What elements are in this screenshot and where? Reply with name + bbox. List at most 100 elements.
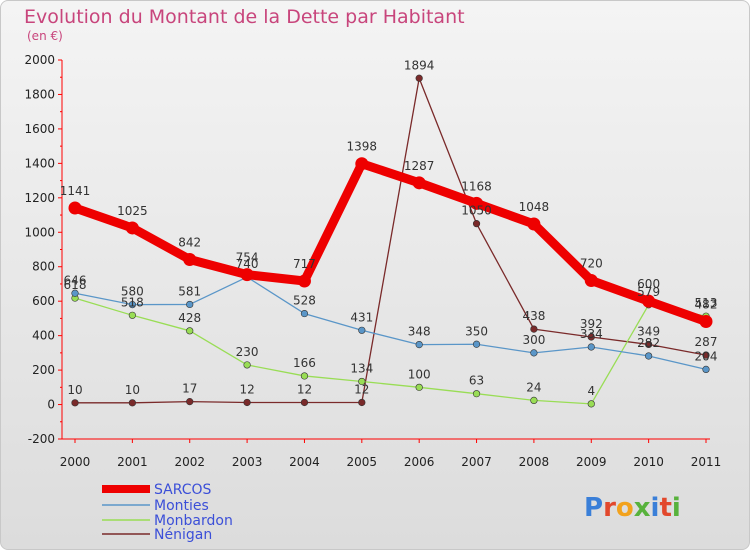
data-point [240, 268, 254, 282]
data-point [642, 294, 656, 308]
data-label: 618 [64, 278, 87, 292]
data-label: 349 [637, 324, 660, 338]
data-label: 431 [350, 310, 373, 324]
data-label: 10 [67, 383, 82, 397]
y-tick-label: 1600 [24, 122, 55, 136]
data-point [186, 300, 194, 309]
data-point [71, 289, 79, 297]
data-point [358, 326, 366, 334]
data-point [300, 372, 309, 380]
data-label: 720 [580, 257, 603, 271]
data-label: 579 [637, 285, 660, 299]
data-point [243, 361, 251, 369]
data-point [358, 398, 366, 407]
data-label: 740 [236, 257, 259, 271]
legend-label: Monties [154, 498, 209, 514]
legend-label: SARCOS [154, 482, 212, 498]
data-point [68, 201, 82, 215]
data-point [125, 221, 139, 235]
axes: -200 0 200 400 600 800 1000 1200 1400 1600 1800 200… [24, 53, 721, 469]
series-line-nénigan [74, 77, 707, 404]
data-label: 528 [293, 294, 316, 308]
data-label: 1398 [347, 140, 378, 154]
logo-letter: x [634, 493, 651, 523]
data-label: 24 [526, 380, 541, 394]
data-point [183, 252, 197, 266]
data-label: 513 [695, 296, 718, 310]
x-tick-label: 2003 [232, 455, 263, 469]
data-point [530, 349, 538, 357]
data-label: 17 [182, 382, 197, 396]
data-label: 12 [354, 382, 369, 396]
logo-letter: o [616, 493, 634, 523]
data-point [470, 196, 484, 210]
data-label: 646 [64, 273, 87, 287]
data-label: 438 [522, 309, 545, 323]
x-tick-label: 2009 [576, 455, 607, 469]
data-label: 166 [293, 356, 316, 370]
y-tick-label: 1200 [24, 191, 55, 205]
x-tick-label: 2006 [404, 455, 435, 469]
data-label: 518 [121, 295, 144, 309]
data-label: 300 [522, 333, 545, 347]
y-tick-label: 0 [47, 398, 55, 412]
data-point [702, 365, 710, 374]
data-label: 10 [125, 383, 140, 397]
x-tick-label: 2001 [117, 455, 148, 469]
data-point [415, 74, 423, 82]
data-label: 1050 [461, 204, 492, 218]
logo-letter: i [651, 493, 660, 523]
data-label: 100 [408, 367, 431, 381]
data-label: 350 [465, 324, 488, 338]
data-label: 1025 [117, 204, 148, 218]
y-tick-label: 1800 [24, 87, 55, 101]
data-label: 581 [178, 284, 201, 298]
data-point [415, 383, 423, 391]
data-label: 4 [587, 384, 595, 398]
logo-letter: i [672, 493, 681, 523]
x-tick-label: 2008 [519, 455, 550, 469]
data-point [186, 398, 194, 406]
data-point [128, 399, 136, 407]
data-point [587, 400, 595, 408]
data-point [472, 390, 481, 398]
x-tick-label: 2000 [60, 455, 91, 469]
data-label: 754 [236, 251, 259, 265]
data-point [300, 309, 309, 318]
data-label: 134 [350, 361, 373, 375]
data-label: 1048 [519, 200, 550, 214]
data-label: 12 [297, 382, 312, 396]
data-point [355, 157, 369, 171]
y-tick-label: 2000 [24, 53, 55, 67]
proxiti-logo: Proxiti [584, 493, 681, 523]
logo-letter: t [659, 493, 671, 523]
data-point [128, 311, 136, 319]
x-tick-label: 2005 [347, 455, 378, 469]
data-label: 230 [236, 345, 259, 359]
data-label: 12 [239, 382, 254, 396]
y-tick-label: 800 [32, 260, 55, 274]
data-point [415, 340, 423, 349]
legend-label: Nénigan [154, 527, 212, 543]
data-point [243, 398, 251, 407]
data-point [699, 315, 713, 329]
chart-subtitle: (en €) [27, 29, 63, 43]
x-tick-label: 2010 [633, 455, 664, 469]
data-label: 428 [178, 311, 201, 325]
data-label: 1894 [404, 58, 435, 72]
chart-title: Evolution du Montant de la Dette par Hab… [24, 6, 465, 28]
data-label: 348 [408, 325, 431, 339]
series-lines [68, 74, 713, 408]
data-label: 1141 [60, 184, 91, 198]
data-point [358, 377, 366, 386]
data-label: 282 [637, 336, 660, 350]
data-point [71, 399, 79, 407]
x-tick-label: 2011 [691, 455, 722, 469]
y-tick-label: 400 [32, 329, 55, 343]
data-label: 600 [637, 277, 660, 291]
data-label: 63 [469, 374, 484, 388]
data-point [472, 220, 481, 228]
